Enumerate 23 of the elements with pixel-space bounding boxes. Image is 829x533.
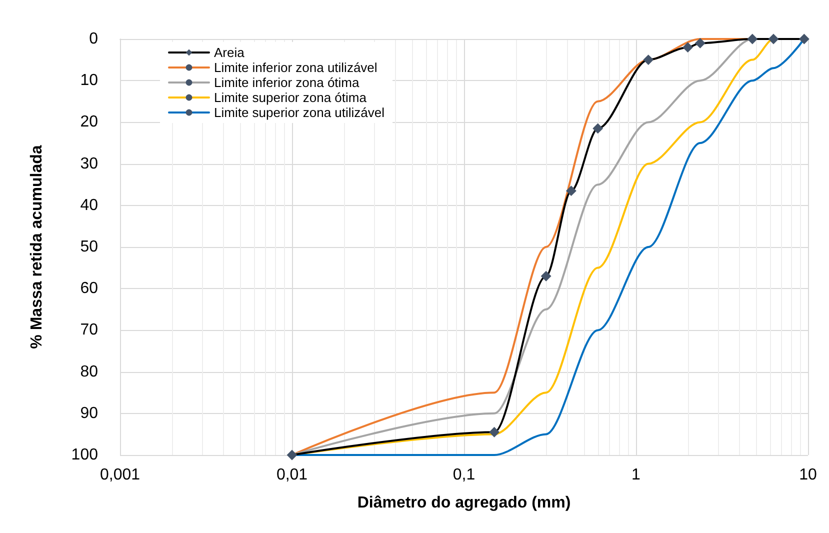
x-tick-label: 10 — [799, 466, 817, 484]
legend-label: Limite superior zona utilizável — [214, 105, 385, 120]
y-tick-label: 50 — [80, 238, 98, 256]
y-tick-label: 30 — [80, 155, 98, 172]
y-tick-label: 60 — [80, 280, 98, 298]
x-tick-label: 1 — [632, 466, 641, 484]
y-tick-label: 40 — [80, 196, 98, 214]
x-tick-label: 0,001 — [100, 466, 140, 484]
y-tick-label: 0 — [89, 30, 98, 48]
y-tick-label: 10 — [80, 72, 98, 90]
x-tick-label: 0,1 — [452, 466, 476, 484]
legend-label: Limite superior zona ótima — [214, 90, 368, 105]
y-tick-label: 70 — [80, 322, 98, 339]
x-tick-label: 0,01 — [276, 466, 308, 484]
x-axis-title: Diâmetro do agregado (mm) — [357, 494, 571, 512]
y-tick-label: 80 — [80, 363, 98, 380]
legend-label: Limite inferior zona utilizável — [214, 60, 378, 75]
y-tick-label: 20 — [80, 114, 98, 131]
y-axis-title: % Massa retida acumulada — [28, 145, 46, 349]
legend-label: Areia — [214, 45, 246, 60]
y-tick-label: 90 — [80, 404, 98, 422]
y-tick-label: 100 — [71, 446, 98, 464]
legend-label: Limite inferior zona ótima — [214, 75, 360, 90]
